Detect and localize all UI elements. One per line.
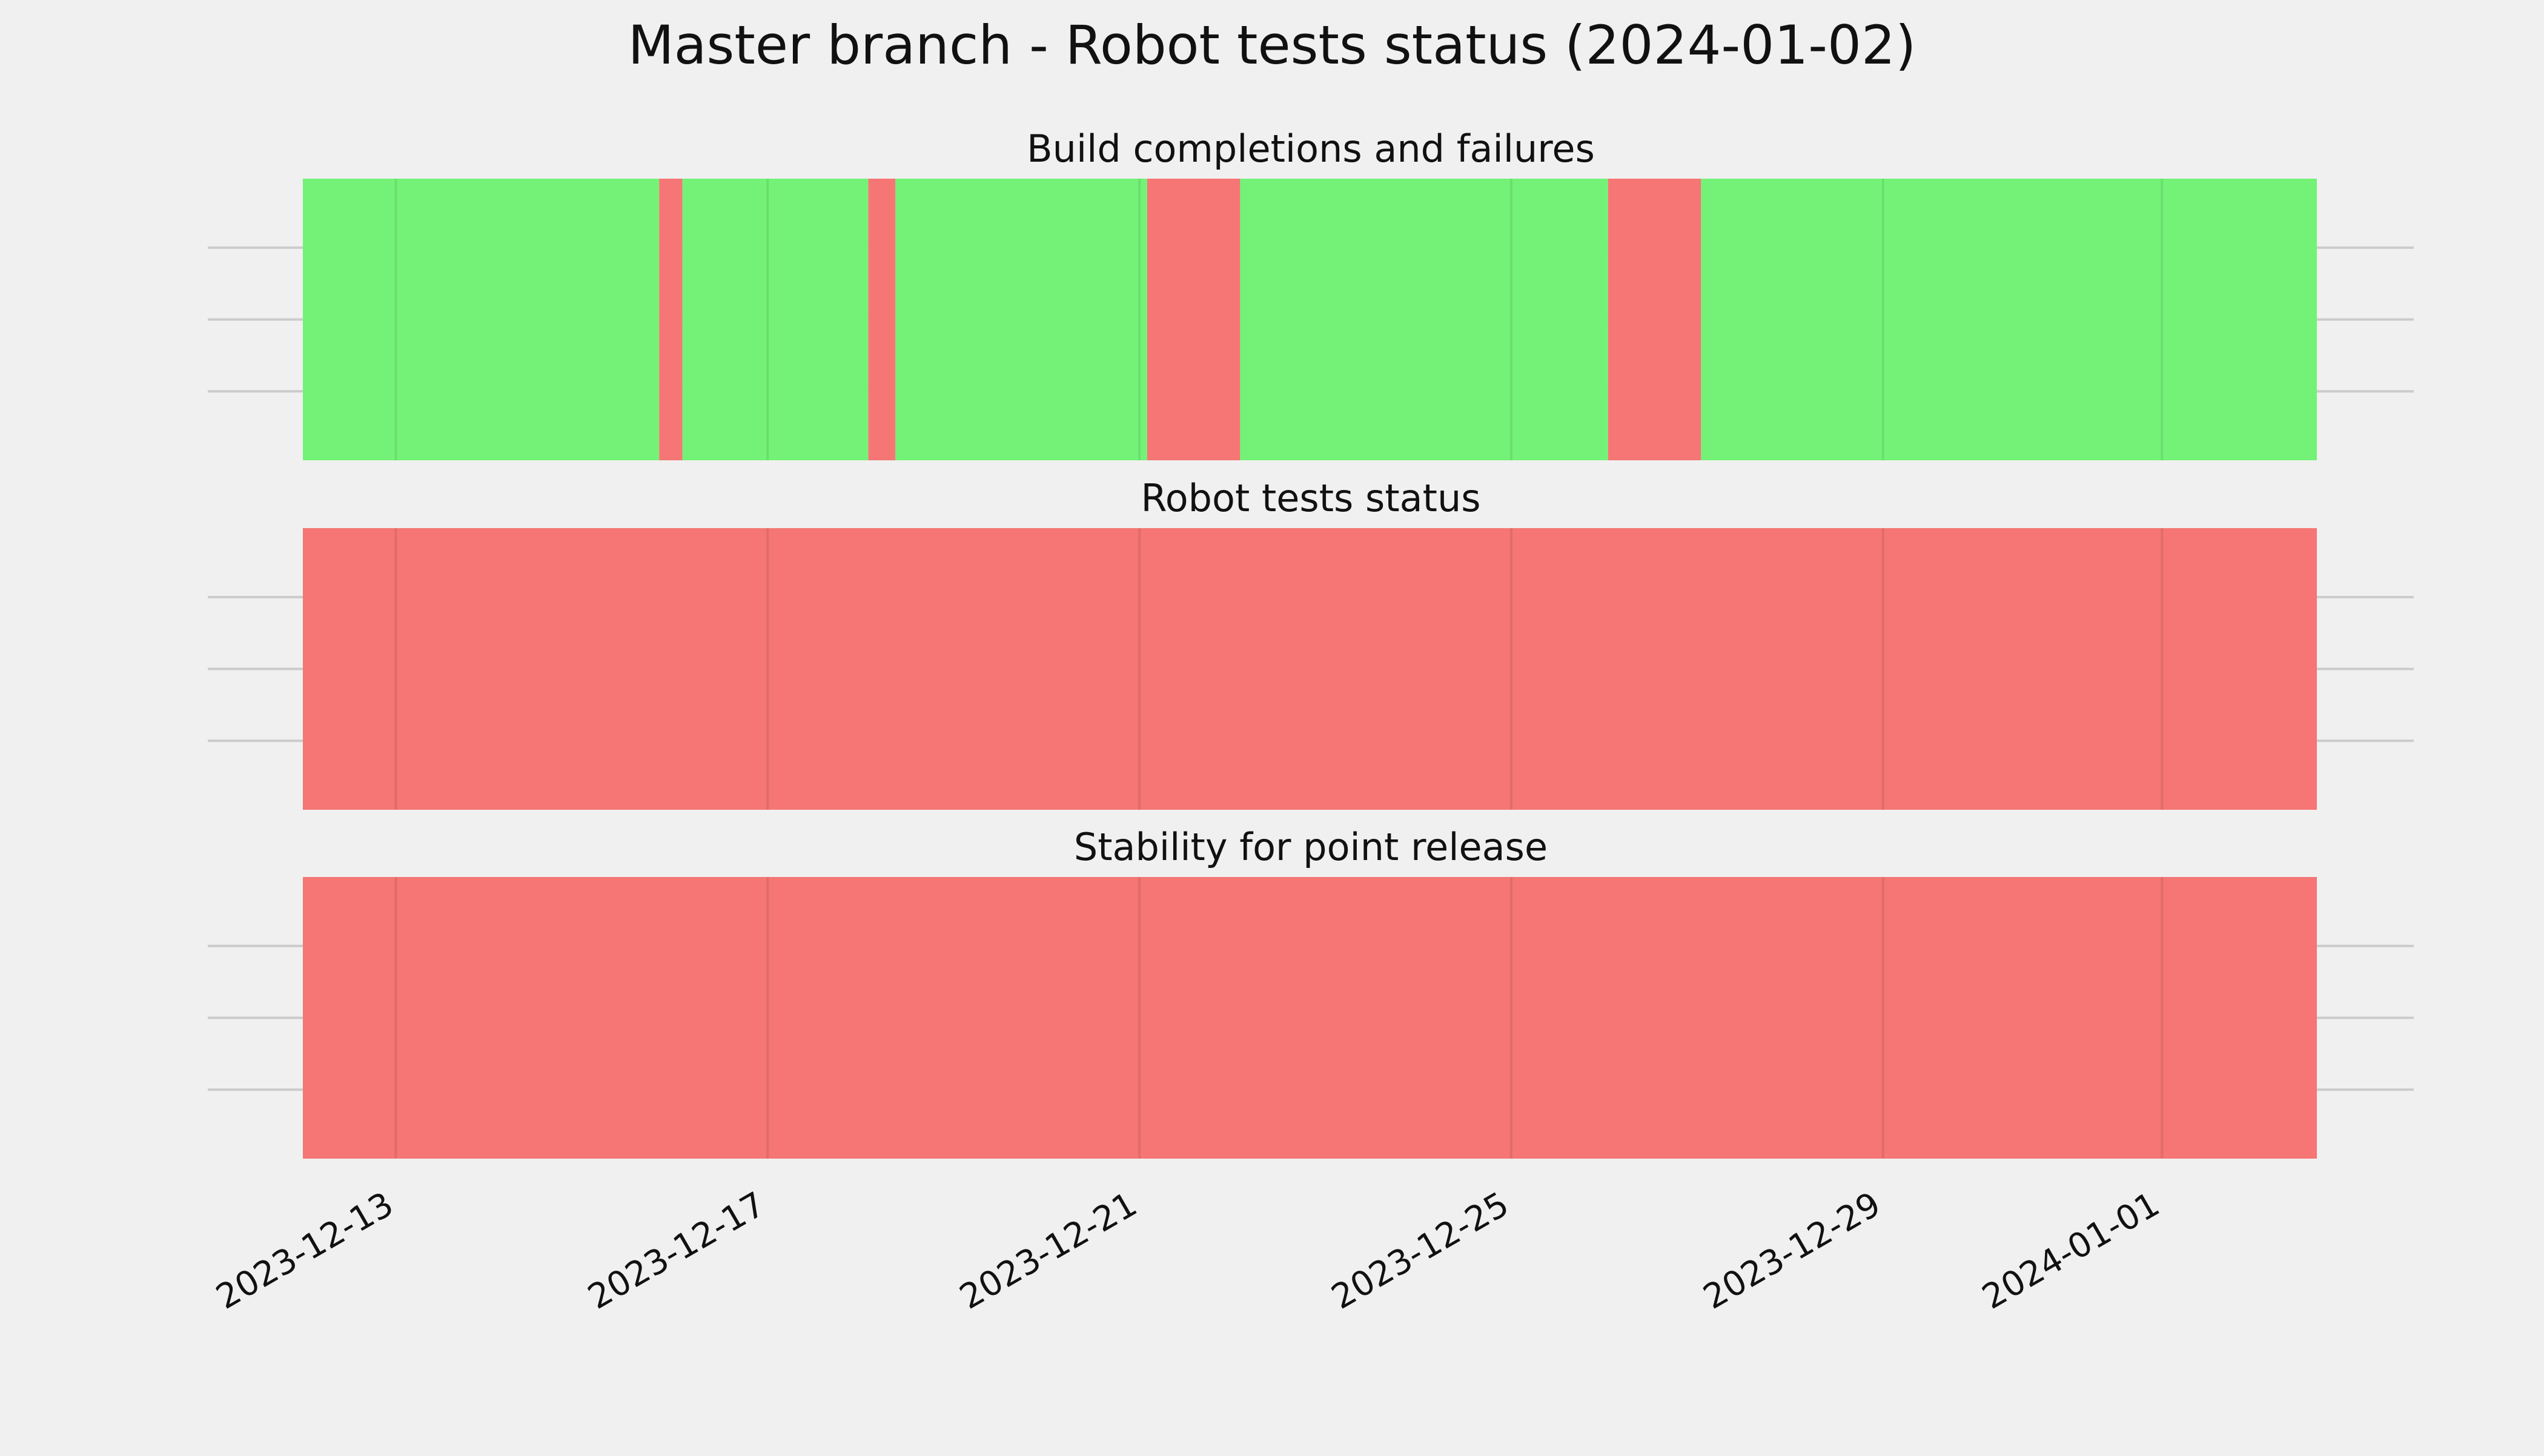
x-tick-label: 2023-12-21 (953, 1185, 1144, 1317)
x-axis-ticks: 2023-12-13 2023-12-17 2023-12-21 2023-12-25… (210, 1185, 2166, 1317)
status-segment-fail (1147, 179, 1241, 460)
panel-2: Robot tests status (208, 476, 2414, 810)
status-segment-pass (1240, 179, 1608, 460)
panel-title: Robot tests status (1141, 476, 1480, 520)
chart-title: Master branch - Robot tests status (2024… (628, 14, 1916, 76)
status-segment-fail (868, 179, 896, 460)
status-segment-pass (303, 179, 660, 460)
status-segment-pass (895, 179, 1147, 460)
panel-3: Stability for point release (208, 825, 2414, 1159)
status-segment-pass (682, 179, 869, 460)
status-segment-fail (659, 179, 683, 460)
status-segment-fail (1608, 179, 1701, 460)
panels-layer: Build completions and failures Robot test… (208, 127, 2414, 1159)
x-tick-label: 2023-12-25 (1325, 1185, 1515, 1317)
panel-1: Build completions and failures (208, 127, 2414, 460)
panel-title: Stability for point release (1074, 825, 1548, 869)
x-tick-label: 2023-12-13 (210, 1185, 400, 1317)
status-segment-fail (303, 528, 2317, 810)
x-tick-label: 2023-12-17 (581, 1185, 772, 1317)
x-tick-label: 2024-01-01 (1976, 1185, 2166, 1317)
panel-title: Build completions and failures (1027, 127, 1595, 171)
x-tick-label: 2023-12-29 (1697, 1185, 1887, 1317)
status-segment-fail (303, 877, 2317, 1159)
status-segment-pass (1701, 179, 2317, 460)
